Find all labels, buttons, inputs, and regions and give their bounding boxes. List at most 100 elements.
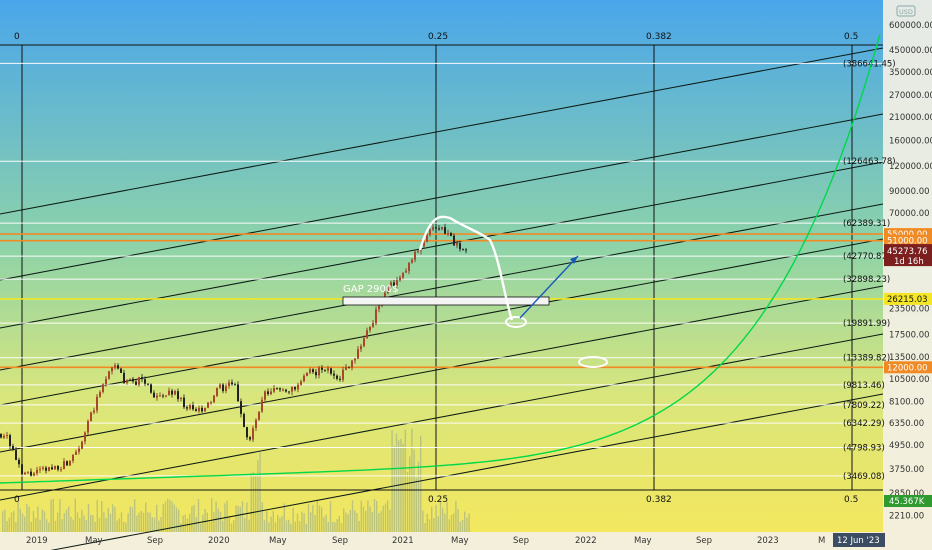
volume-bar (35, 517, 37, 532)
volume-bar (241, 501, 244, 532)
volume-bar (156, 504, 158, 532)
candle-body (324, 369, 326, 371)
volume-bar (19, 508, 21, 532)
candles (0, 223, 467, 477)
candle-body (429, 229, 431, 235)
candle-body (243, 413, 245, 427)
volume-bar (294, 521, 296, 532)
volume-bar (160, 517, 162, 532)
fib-time-label-bottom: 0.5 (844, 495, 858, 505)
candle-body (375, 309, 377, 324)
volume-bar (285, 520, 288, 532)
volume-bar (120, 512, 123, 532)
last-price-value: 45273.76 (887, 247, 928, 257)
volume-bar (178, 509, 180, 532)
candle-body (180, 397, 182, 400)
price-tick: 2210.00 (889, 511, 924, 521)
volume-bar (455, 500, 457, 532)
cursor-date-badge (833, 533, 885, 547)
volume-bar (305, 523, 307, 532)
candle-body (366, 330, 368, 339)
time-tick: May (451, 536, 469, 546)
candle-body (123, 372, 125, 383)
volume-bar (367, 500, 369, 532)
volume-bar (134, 499, 136, 532)
volume-bar (250, 473, 252, 532)
volume-bar (213, 512, 215, 532)
volume-bar (404, 429, 406, 532)
candle-body (225, 386, 227, 391)
volume-bar (202, 514, 204, 532)
price-tick: 70000.00 (889, 209, 930, 219)
price-tick: 13500.00 (889, 353, 930, 363)
candle-body (156, 395, 158, 398)
candle-body (459, 243, 461, 250)
candle-body (444, 227, 446, 234)
volume-bar (349, 510, 351, 532)
candle-body (90, 412, 92, 422)
volume-bar (428, 519, 431, 532)
volume-bar (125, 522, 127, 532)
volume-bar (37, 506, 39, 532)
volume-bar (362, 506, 365, 532)
volume-bar (175, 507, 178, 532)
level-label: (386641.45) (843, 59, 896, 69)
arrow-head (570, 256, 578, 264)
candle-body (27, 471, 29, 473)
price-levels: (386641.45) (126463.78) (62389.31) (42770.8… (0, 59, 896, 482)
candle-body (447, 233, 449, 234)
volume-bar (92, 514, 94, 532)
candle-body (63, 461, 65, 470)
candle-body (219, 384, 221, 388)
volume-bar (8, 517, 10, 532)
volume-bar (48, 522, 50, 532)
volume-bar (107, 508, 109, 532)
volume-bar (301, 511, 303, 532)
volume-bar (340, 523, 343, 532)
candle-body (84, 432, 86, 442)
candle-body (408, 262, 410, 271)
candle-body (192, 405, 194, 410)
candle-body (72, 454, 74, 461)
volume-bar (57, 512, 59, 532)
price-tick: 6350.00 (889, 419, 924, 429)
fib-time-label-top: 0.25 (428, 32, 448, 42)
candle-body (300, 381, 302, 385)
volume-bar (173, 504, 175, 532)
candle-body (435, 227, 437, 229)
fib-time-label-top: 0.5 (844, 32, 858, 42)
volume-bar (140, 511, 142, 532)
volume-bar (351, 500, 354, 532)
price-tick: 600000.00 (889, 21, 932, 31)
volume-bar (171, 501, 173, 532)
volume-bar (65, 509, 68, 532)
volume-bar (310, 512, 312, 532)
projection-arrow (519, 255, 579, 319)
candle-body (54, 465, 56, 470)
volume-bar (453, 513, 455, 532)
volume-bar (2, 511, 4, 532)
fib-channel-line (0, 47, 884, 215)
candle-body (297, 384, 299, 390)
level-label: (7809.22) (843, 401, 885, 411)
volume-bar (248, 519, 250, 532)
volume-bar (87, 503, 90, 532)
volume-bar (41, 509, 43, 532)
volume-bar (263, 520, 266, 532)
volume-bar (235, 505, 237, 532)
volume-bar (424, 523, 426, 532)
candle-body (3, 436, 5, 438)
volume-bar (373, 498, 376, 532)
candle-body (18, 459, 20, 465)
price-tick: 450000.00 (889, 46, 932, 56)
price-tick: 90000.00 (889, 187, 930, 197)
price-tick: 3750.00 (889, 465, 924, 475)
volume-bar (17, 501, 19, 532)
volume-bar (244, 518, 246, 532)
candle-body (222, 384, 224, 392)
volume-bar (318, 505, 321, 532)
volume-bar (358, 520, 360, 532)
candle-body (261, 399, 263, 412)
